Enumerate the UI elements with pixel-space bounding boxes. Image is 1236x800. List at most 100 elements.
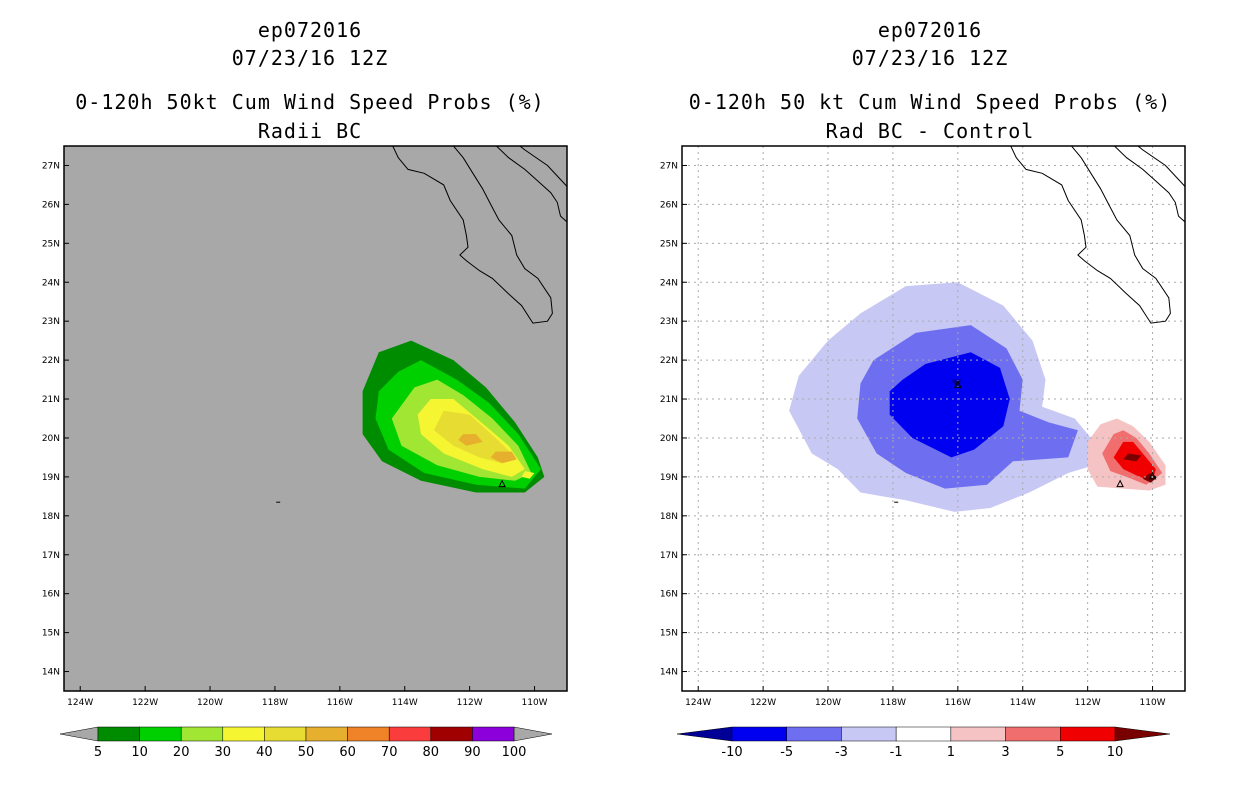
- left-title-subtitle: Radii BC: [257, 119, 363, 143]
- right-colorbar-label: -3: [835, 745, 848, 760]
- left-contour-50: [490, 451, 517, 464]
- right-xtick-label: 124W: [685, 698, 711, 708]
- right-colorbar-label: -5: [780, 745, 793, 760]
- left-colorbar-label: 70: [381, 745, 398, 760]
- right-colorbar-box: [1005, 726, 1061, 742]
- right-storm-marker: [1116, 479, 1124, 488]
- right-xtick-label: 120W: [815, 698, 841, 708]
- right-ytick-label: 16N: [660, 590, 678, 600]
- right-colorbar-box: [895, 726, 952, 742]
- right-colorbar-box: [731, 726, 787, 742]
- right-colorbar-label: -1: [890, 745, 903, 760]
- left-title-product: 0-120h 50kt Cum Wind Speed Probs (%): [75, 90, 545, 114]
- right-ytick-label: 23N: [660, 317, 678, 327]
- left-ytick-label: 21N: [42, 395, 60, 405]
- right-ytick-label: 19N: [660, 473, 678, 483]
- right-coastline: [1113, 146, 1185, 223]
- right-colorbar-box: [841, 726, 897, 742]
- left-colorbar-label: 20: [173, 745, 190, 760]
- left-colorbar-box: [222, 726, 265, 742]
- left-colorbar-box: [388, 726, 432, 742]
- left-xtick-label: 122W: [132, 698, 158, 708]
- left-colorbar-box: [139, 726, 182, 742]
- right-title-storm-id: ep072016: [877, 18, 983, 42]
- right-ytick-label: 20N: [660, 434, 678, 444]
- left-ytick-label: 16N: [42, 590, 60, 600]
- right-colorbar-label: -10: [721, 745, 742, 760]
- left-colorbar-high-triangle: [513, 726, 553, 742]
- right-title-product: 0-120h 50 kt Cum Wind Speed Probs (%): [688, 90, 1172, 114]
- right-contour--5: [889, 352, 1010, 458]
- left-xtick-label: 124W: [67, 698, 93, 708]
- right-xtick-label: 116W: [945, 698, 971, 708]
- left-coastline: [392, 146, 553, 324]
- right-storm-marker: [1148, 471, 1157, 480]
- right-xtick-label: 114W: [1010, 698, 1036, 708]
- right-title-date: 07/23/16 12Z: [851, 46, 1009, 70]
- right-xtick-label: 118W: [880, 698, 906, 708]
- left-colorbar-label: 50: [298, 745, 315, 760]
- left-xtick-label: 110W: [522, 698, 548, 708]
- left-title-date: 07/23/16 12Z: [231, 46, 389, 70]
- right-plot-area: [682, 146, 1185, 691]
- left-ytick-label: 23N: [42, 317, 60, 327]
- right-ytick-label: 22N: [660, 356, 678, 366]
- right-colorbar-high-triangle: [1114, 726, 1171, 742]
- left-plot-frame: [63, 145, 568, 692]
- right-ytick-label: 17N: [660, 551, 678, 561]
- right-colorbar-label: 3: [1001, 745, 1009, 760]
- right-colorbar-label: 1: [947, 745, 955, 760]
- left-xtick-label: 114W: [392, 698, 418, 708]
- left-colorbar-label: 10: [131, 745, 148, 760]
- right-colorbar-low-triangle: [676, 726, 733, 742]
- left-colorbar-label: 90: [464, 745, 481, 760]
- right-colorbar-box: [950, 726, 1006, 742]
- left-ytick-label: 15N: [42, 629, 60, 639]
- left-colorbar-label: 40: [256, 745, 273, 760]
- left-ytick-label: 25N: [42, 239, 60, 249]
- right-ytick-label: 14N: [660, 668, 678, 678]
- left-colorbar-label: 80: [423, 745, 440, 760]
- left-coastline: [495, 146, 567, 223]
- left-contour-30: [521, 471, 535, 479]
- left-colorbar-box: [472, 726, 515, 742]
- left-colorbar-low-triangle: [59, 726, 99, 742]
- left-ytick-label: 18N: [42, 512, 60, 522]
- left-ytick-label: 27N: [42, 161, 60, 171]
- right-contour-5: [1113, 441, 1156, 481]
- left-colorbar-label: 5: [94, 745, 102, 760]
- right-ytick-label: 27N: [660, 161, 678, 171]
- right-colorbar-box: [786, 726, 842, 742]
- left-xtick-label: 112W: [457, 698, 483, 708]
- left-xtick-label: 120W: [197, 698, 223, 708]
- right-contour-10: [1123, 453, 1142, 462]
- left-ytick-label: 20N: [42, 434, 60, 444]
- left-colorbar-label: 100: [502, 745, 527, 760]
- right-storm-marker: [954, 380, 962, 388]
- right-colorbar-box: [1060, 726, 1116, 742]
- right-ytick-label: 26N: [660, 200, 678, 210]
- left-xtick-label: 118W: [262, 698, 288, 708]
- right-title-subtitle: Rad BC - Control: [825, 119, 1035, 143]
- left-colorbar-box: [430, 726, 473, 742]
- left-colorbar-box: [305, 726, 348, 742]
- right-ytick-label: 25N: [660, 239, 678, 249]
- right-xtick-label: 112W: [1075, 698, 1101, 708]
- left-ytick-label: 24N: [42, 278, 60, 288]
- right-ytick-label: 21N: [660, 395, 678, 405]
- left-ytick-label: 19N: [42, 473, 60, 483]
- right-xtick-label: 122W: [750, 698, 776, 708]
- left-colorbar-label: 60: [339, 745, 356, 760]
- left-xtick-label: 116W: [327, 698, 353, 708]
- left-colorbar-label: 30: [215, 745, 232, 760]
- left-colorbar-box: [97, 726, 140, 742]
- left-ytick-label: 26N: [42, 200, 60, 210]
- left-storm-marker: [498, 479, 506, 488]
- right-colorbar-label: 5: [1056, 745, 1064, 760]
- left-ytick-label: 17N: [42, 551, 60, 561]
- left-contour-50: [458, 434, 483, 446]
- left-colorbar-box: [264, 726, 307, 742]
- right-ytick-label: 15N: [660, 629, 678, 639]
- left-title-storm-id: ep072016: [257, 18, 363, 42]
